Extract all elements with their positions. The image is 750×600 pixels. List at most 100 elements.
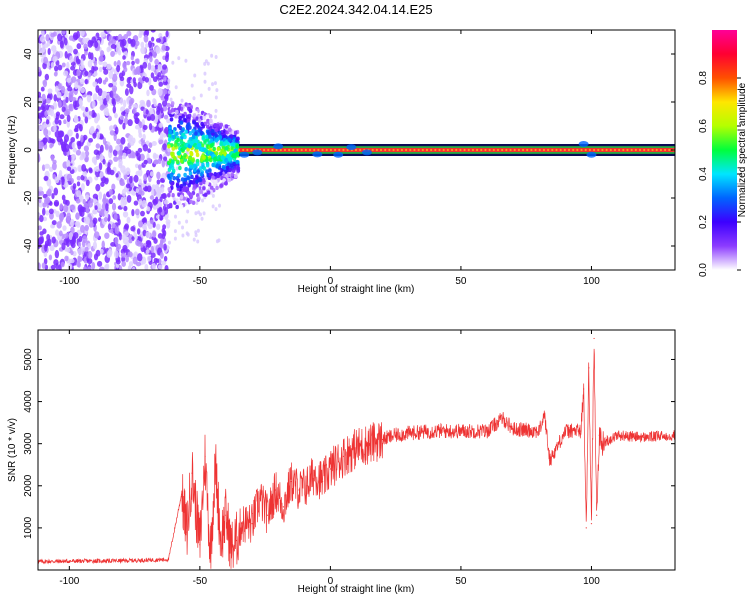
spectrogram-cell: [96, 260, 103, 267]
spectrogram-cell: [112, 87, 117, 96]
spectrogram-cell: [204, 59, 208, 64]
spectrogram-cell: [218, 171, 223, 176]
spectrogram-cell: [113, 132, 117, 141]
spectrogram-cell: [177, 106, 182, 111]
spectrogram-cell: [159, 177, 165, 183]
spectrogram-cell: [124, 231, 129, 237]
spectrogram-cell: [222, 178, 226, 183]
spectrogram-cell: [199, 181, 203, 186]
spectrogram-cell: [192, 120, 196, 125]
spectrogram-cell: [96, 113, 101, 122]
spectrogram-cell: [104, 177, 109, 185]
spectrogram-cell: [175, 166, 179, 171]
spectrogram-cell: [197, 210, 201, 215]
snr-point: [616, 434, 619, 436]
spectrogram-cell: [99, 266, 105, 270]
spectrogram-cell: [100, 50, 105, 57]
spectrogram-cell: [152, 51, 157, 59]
spectrogram-cell: [138, 220, 144, 228]
spectrogram-cell: [110, 50, 115, 57]
spectrogram-cell: [208, 134, 212, 139]
snr-point: [512, 428, 514, 430]
y-tick-label: 2000: [23, 474, 34, 497]
spectrogram-cell: [114, 226, 120, 235]
spectrogram-cell: [177, 56, 181, 61]
spectrogram-cell: [180, 177, 185, 182]
spectrogram-cell: [52, 31, 57, 37]
spectrogram-cell: [117, 218, 121, 226]
spectrogram-cell: [38, 262, 41, 270]
spectrogram-cell: [605, 148, 608, 152]
spectrogram-cell: [115, 259, 121, 265]
spectrogram-cell: [152, 76, 158, 83]
spectrogram-cell: [123, 117, 129, 125]
spectrogram-cell: [211, 82, 215, 87]
spectrogram-cell: [55, 210, 60, 218]
spectrogram-cell: [188, 171, 193, 176]
spectrogram-cell: [225, 130, 229, 135]
spectrogram-cell: [442, 148, 445, 152]
spectrogram-cell: [231, 153, 237, 158]
spectrogram-cell: [52, 55, 58, 62]
colorbar-tick-label: 0.8: [698, 71, 709, 85]
spectrogram-cell: [82, 37, 88, 44]
spectrogram-cell: [425, 148, 429, 152]
spectrogram-cell: [141, 218, 147, 223]
spectrogram-cell: [92, 93, 98, 102]
spectrogram-cell: [93, 149, 100, 156]
spectrogram-cell: [630, 148, 633, 152]
spectrogram-cell: [114, 113, 118, 119]
spectrogram-cell: [166, 221, 171, 229]
spectrogram-cell: [82, 198, 86, 205]
colorbar-tick-label: 0.2: [698, 215, 709, 229]
snr-point: [460, 430, 462, 432]
spectrogram-cell: [42, 44, 46, 53]
spectrogram-cell: [62, 70, 69, 77]
spectrogram-cell: [139, 99, 145, 105]
spectrogram-cell: [455, 148, 458, 152]
spectrogram-cell: [346, 144, 357, 151]
spectrogram-cell: [225, 141, 230, 146]
spectrogram-cell: [75, 132, 79, 139]
spectrogram-cell: [160, 95, 165, 101]
spectrogram-cell: [167, 144, 171, 149]
spectrogram-cell: [41, 164, 46, 172]
spectrogram-cell: [196, 228, 200, 233]
spectrogram-cell: [204, 134, 209, 139]
spectrogram-cell: [60, 261, 65, 268]
spectrogram-cell: [212, 146, 216, 152]
spectrogram-cell: [194, 230, 198, 235]
spectrogram-cell: [166, 118, 171, 124]
spectrogram-cell: [104, 77, 109, 83]
spectrogram-cell: [164, 93, 169, 102]
snr-point: [298, 489, 300, 491]
spectrogram-cell: [59, 114, 65, 120]
spectrogram-cell: [547, 148, 550, 152]
spectrogram-cell: [459, 148, 462, 152]
spectrogram-cell: [141, 256, 147, 265]
snr-point: [590, 523, 593, 525]
spectrogram-cell: [231, 168, 236, 173]
spectrogram-cell: [151, 140, 157, 146]
spectrogram-cell: [61, 177, 65, 186]
spectrogram-cell: [70, 136, 76, 143]
spectrogram-cell: [188, 164, 193, 169]
spectrogram-cell: [98, 191, 103, 200]
spectrogram-cell: [195, 174, 199, 179]
spectrogram-cell: [66, 77, 72, 83]
spectrogram-cell: [123, 205, 128, 212]
spectrogram-cell: [214, 108, 218, 113]
spectrogram-cell: [70, 61, 76, 67]
spectrogram-cell: [78, 98, 83, 106]
spectrogram-cell: [71, 242, 76, 249]
spectrogram-cell: [166, 84, 171, 90]
spectrogram-cell: [140, 41, 145, 48]
spectrogram-cell: [179, 140, 184, 145]
spectrogram-cell: [434, 148, 437, 152]
spectrogram-cell: [207, 86, 211, 91]
spectrogram-cell: [125, 60, 131, 66]
spectrogram-cell: [193, 73, 197, 78]
spectrogram-cell: [576, 148, 579, 152]
spectrogram-cell: [84, 150, 90, 157]
spectrogram-cell: [151, 188, 155, 197]
